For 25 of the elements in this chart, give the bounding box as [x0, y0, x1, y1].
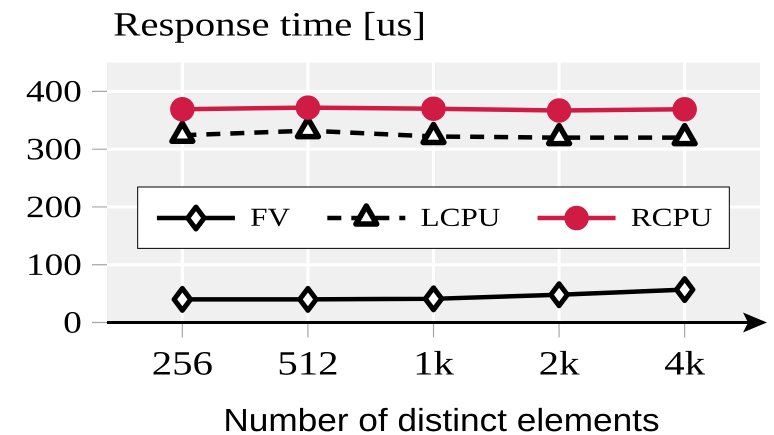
point — [422, 285, 444, 312]
y-tick-label: 300 — [28, 138, 80, 160]
x-tick-label: 4k — [665, 350, 706, 374]
legend-label: LCPU — [421, 208, 500, 226]
point — [172, 286, 194, 313]
chart-title: Response time [us] — [114, 12, 423, 43]
x-tick-label: 2k — [540, 350, 580, 374]
legend-label: FV — [251, 208, 290, 226]
point — [170, 97, 195, 122]
point — [548, 281, 570, 308]
point — [546, 98, 572, 123]
x-axis-title: Number of distinct elements — [226, 408, 658, 432]
y-tick-label: 200 — [28, 196, 80, 218]
y-tick-label: 100 — [29, 254, 80, 276]
y-tick-label: 400 — [26, 80, 80, 102]
x-tick-label: 256 — [154, 352, 212, 375]
point — [296, 95, 320, 120]
x-tick-label: 1k — [416, 350, 454, 374]
point — [421, 96, 446, 121]
legend-label: RCPU — [632, 208, 712, 226]
y-tick-label: 0 — [64, 312, 80, 333]
point — [297, 286, 319, 313]
point — [672, 97, 697, 122]
x-tick-label: 512 — [280, 352, 336, 375]
point — [674, 276, 696, 304]
